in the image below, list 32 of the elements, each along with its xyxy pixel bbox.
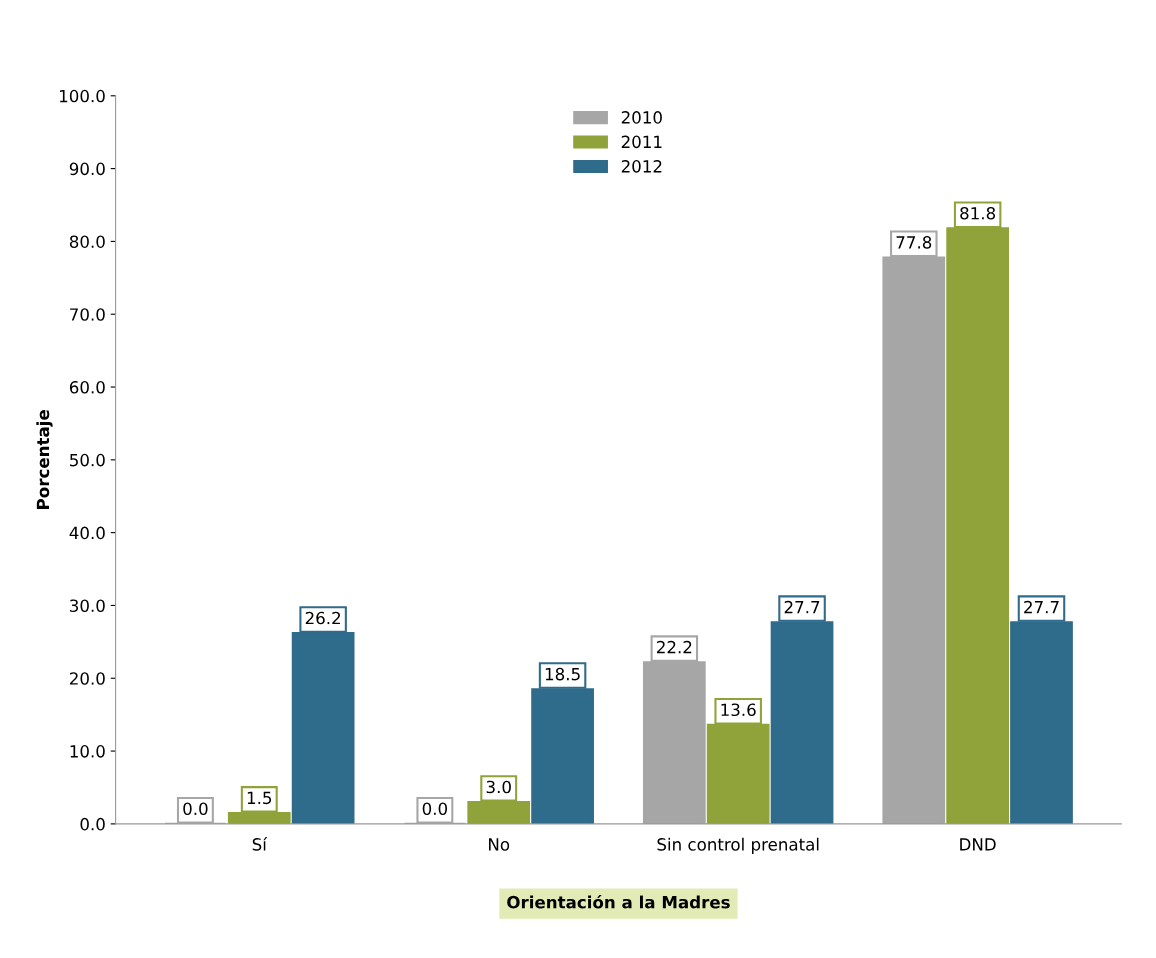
- legend-label: 2011: [621, 135, 662, 149]
- legend-label: 2012: [621, 160, 662, 173]
- x-tick-label: No: [489, 838, 510, 851]
- x-tick-label: DND: [960, 838, 996, 851]
- y-tick-label: 50.0: [70, 453, 105, 467]
- y-tick-label: 80.0: [69, 235, 105, 248]
- data-label: 1.5: [247, 791, 272, 805]
- data-label: 22.2: [657, 640, 692, 654]
- data-label: 26.2: [305, 611, 341, 625]
- y-tick-label: 20.0: [69, 672, 105, 685]
- y-tick-label: 40.0: [69, 526, 105, 540]
- data-label: 0.0: [183, 802, 208, 816]
- x-tick-label: Sin control prenatal: [657, 837, 819, 854]
- data-label: 3.0: [486, 780, 511, 794]
- data-label: 77.8: [896, 236, 932, 249]
- y-tick-label: 60.0: [69, 380, 105, 394]
- data-label: 81.8: [960, 206, 996, 220]
- y-tick-label: 0.0: [80, 817, 105, 831]
- y-tick-label: 10.0: [70, 745, 105, 758]
- data-label: 0.0: [422, 802, 448, 816]
- y-tick-label: 70.0: [70, 308, 105, 321]
- y-tick-label: 30.0: [70, 599, 105, 613]
- legend-label: 2010: [621, 111, 662, 124]
- x-tick-label: Sí: [252, 837, 268, 851]
- y-tick-label: 90.0: [69, 162, 105, 176]
- y-axis-title: Porcentaje: [36, 410, 53, 509]
- data-label: 27.7: [784, 600, 820, 614]
- y-tick-label: 100.0: [59, 89, 105, 103]
- data-label: 18.5: [545, 667, 580, 681]
- data-label: 27.7: [1024, 600, 1059, 614]
- x-axis-title: Orientación a la Madres: [507, 894, 730, 909]
- data-label: 13.6: [721, 703, 756, 717]
